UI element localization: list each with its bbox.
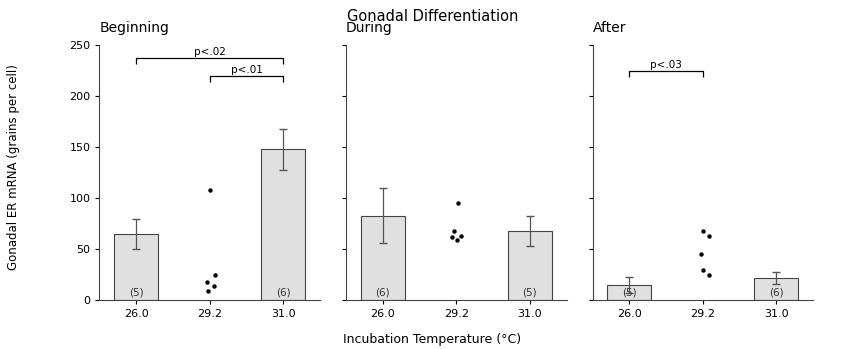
Text: During: During xyxy=(346,21,393,35)
Text: p<.01: p<.01 xyxy=(231,65,262,75)
Bar xyxy=(361,216,405,300)
Text: Beginning: Beginning xyxy=(99,21,170,35)
Bar xyxy=(508,231,552,300)
Text: p<.03: p<.03 xyxy=(650,60,682,70)
Bar xyxy=(607,285,651,300)
Text: (6): (6) xyxy=(769,287,784,297)
Text: (5): (5) xyxy=(522,287,537,297)
Text: (6): (6) xyxy=(276,287,291,297)
Text: (5): (5) xyxy=(622,287,637,297)
Text: After: After xyxy=(593,21,626,35)
Text: (6): (6) xyxy=(375,287,390,297)
Bar xyxy=(754,278,798,300)
Bar xyxy=(261,149,305,300)
Text: p<.02: p<.02 xyxy=(194,46,226,57)
Text: Gonadal ER mRNA (grains per cell): Gonadal ER mRNA (grains per cell) xyxy=(7,65,20,270)
Bar xyxy=(114,234,158,300)
Text: (5): (5) xyxy=(129,287,144,297)
Text: Gonadal Differentiation: Gonadal Differentiation xyxy=(347,9,518,24)
Text: Incubation Temperature (°C): Incubation Temperature (°C) xyxy=(343,333,522,346)
